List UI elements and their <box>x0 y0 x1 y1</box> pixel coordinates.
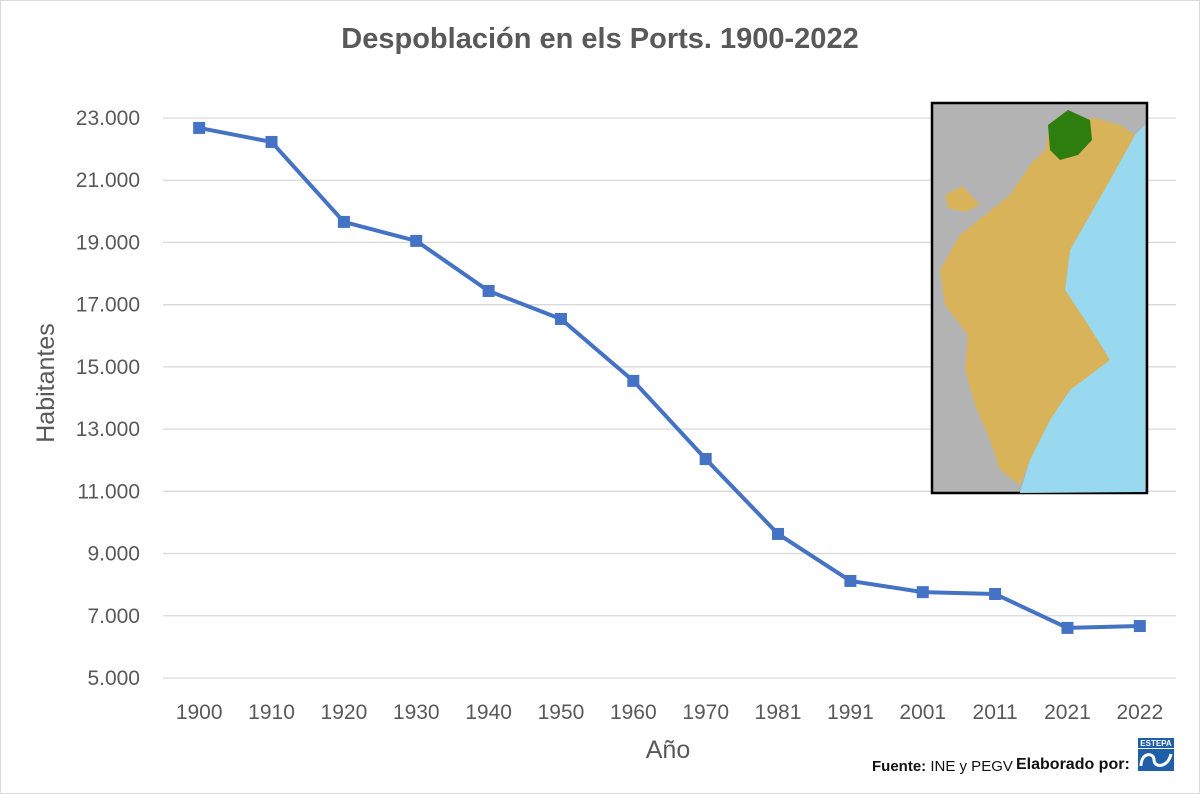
land <box>940 118 1135 485</box>
y-tick-label: 5.000 <box>87 667 140 690</box>
data-point <box>265 135 278 148</box>
x-tick-label: 1910 <box>248 701 295 724</box>
x-tick-label: 1930 <box>393 701 440 724</box>
x-tick-label: 1940 <box>465 701 512 724</box>
data-point <box>627 374 640 387</box>
svg-text:ESTEPA: ESTEPA <box>1140 739 1172 748</box>
data-point <box>410 234 423 247</box>
data-point <box>699 452 712 465</box>
data-point <box>193 121 206 134</box>
data-point <box>844 574 857 587</box>
data-point <box>916 586 929 599</box>
y-tick-label: 13.000 <box>76 418 140 441</box>
source-note: Fuente: INE y PEGV <box>872 758 1013 775</box>
x-tick-label: 1900 <box>176 701 223 724</box>
made-by-label: Elaborado por: <box>1016 756 1130 773</box>
data-point <box>989 588 1002 600</box>
y-tick-label: 17.000 <box>76 294 140 317</box>
chart-title: Despoblación en els Ports. 1900-2022 <box>341 23 858 55</box>
x-axis-label: Año <box>646 736 690 764</box>
y-tick-label: 23.000 <box>76 107 140 130</box>
y-tick-label: 7.000 <box>87 605 140 628</box>
inset-map <box>930 101 1149 495</box>
x-tick-label: 1981 <box>755 701 802 724</box>
x-tick-label: 1950 <box>538 701 585 724</box>
y-tick-label: 9.000 <box>87 543 140 566</box>
data-point <box>554 312 567 325</box>
series-line <box>198 125 1140 630</box>
source-value: INE y PEGV <box>930 758 1013 775</box>
x-tick-label: 2022 <box>1116 701 1163 724</box>
data-point <box>482 284 495 297</box>
x-tick-label: 1960 <box>610 701 657 724</box>
x-tick-label: 2021 <box>1044 701 1091 724</box>
sea <box>1020 125 1145 493</box>
x-tick-label: 1991 <box>827 701 874 724</box>
y-tick-label: 11.000 <box>77 480 140 503</box>
y-tick-label: 15.000 <box>76 356 140 379</box>
x-tick-label: 2001 <box>899 701 946 724</box>
x-tick-label: 1970 <box>682 701 729 724</box>
estepa-logo: ESTEPA <box>1138 738 1174 771</box>
y-tick-label: 19.000 <box>76 231 140 254</box>
x-tick-label: 2011 <box>973 701 1018 724</box>
data-point <box>1061 621 1074 634</box>
x-tick-label: 1920 <box>321 701 368 724</box>
data-point <box>1133 620 1146 633</box>
y-tick-label: 21.000 <box>76 169 140 192</box>
y-axis-label: Habitantes <box>32 323 60 443</box>
data-point <box>337 215 350 228</box>
data-point <box>772 527 785 540</box>
source-label: Fuente: <box>872 758 927 775</box>
highlight-region <box>1048 110 1092 160</box>
